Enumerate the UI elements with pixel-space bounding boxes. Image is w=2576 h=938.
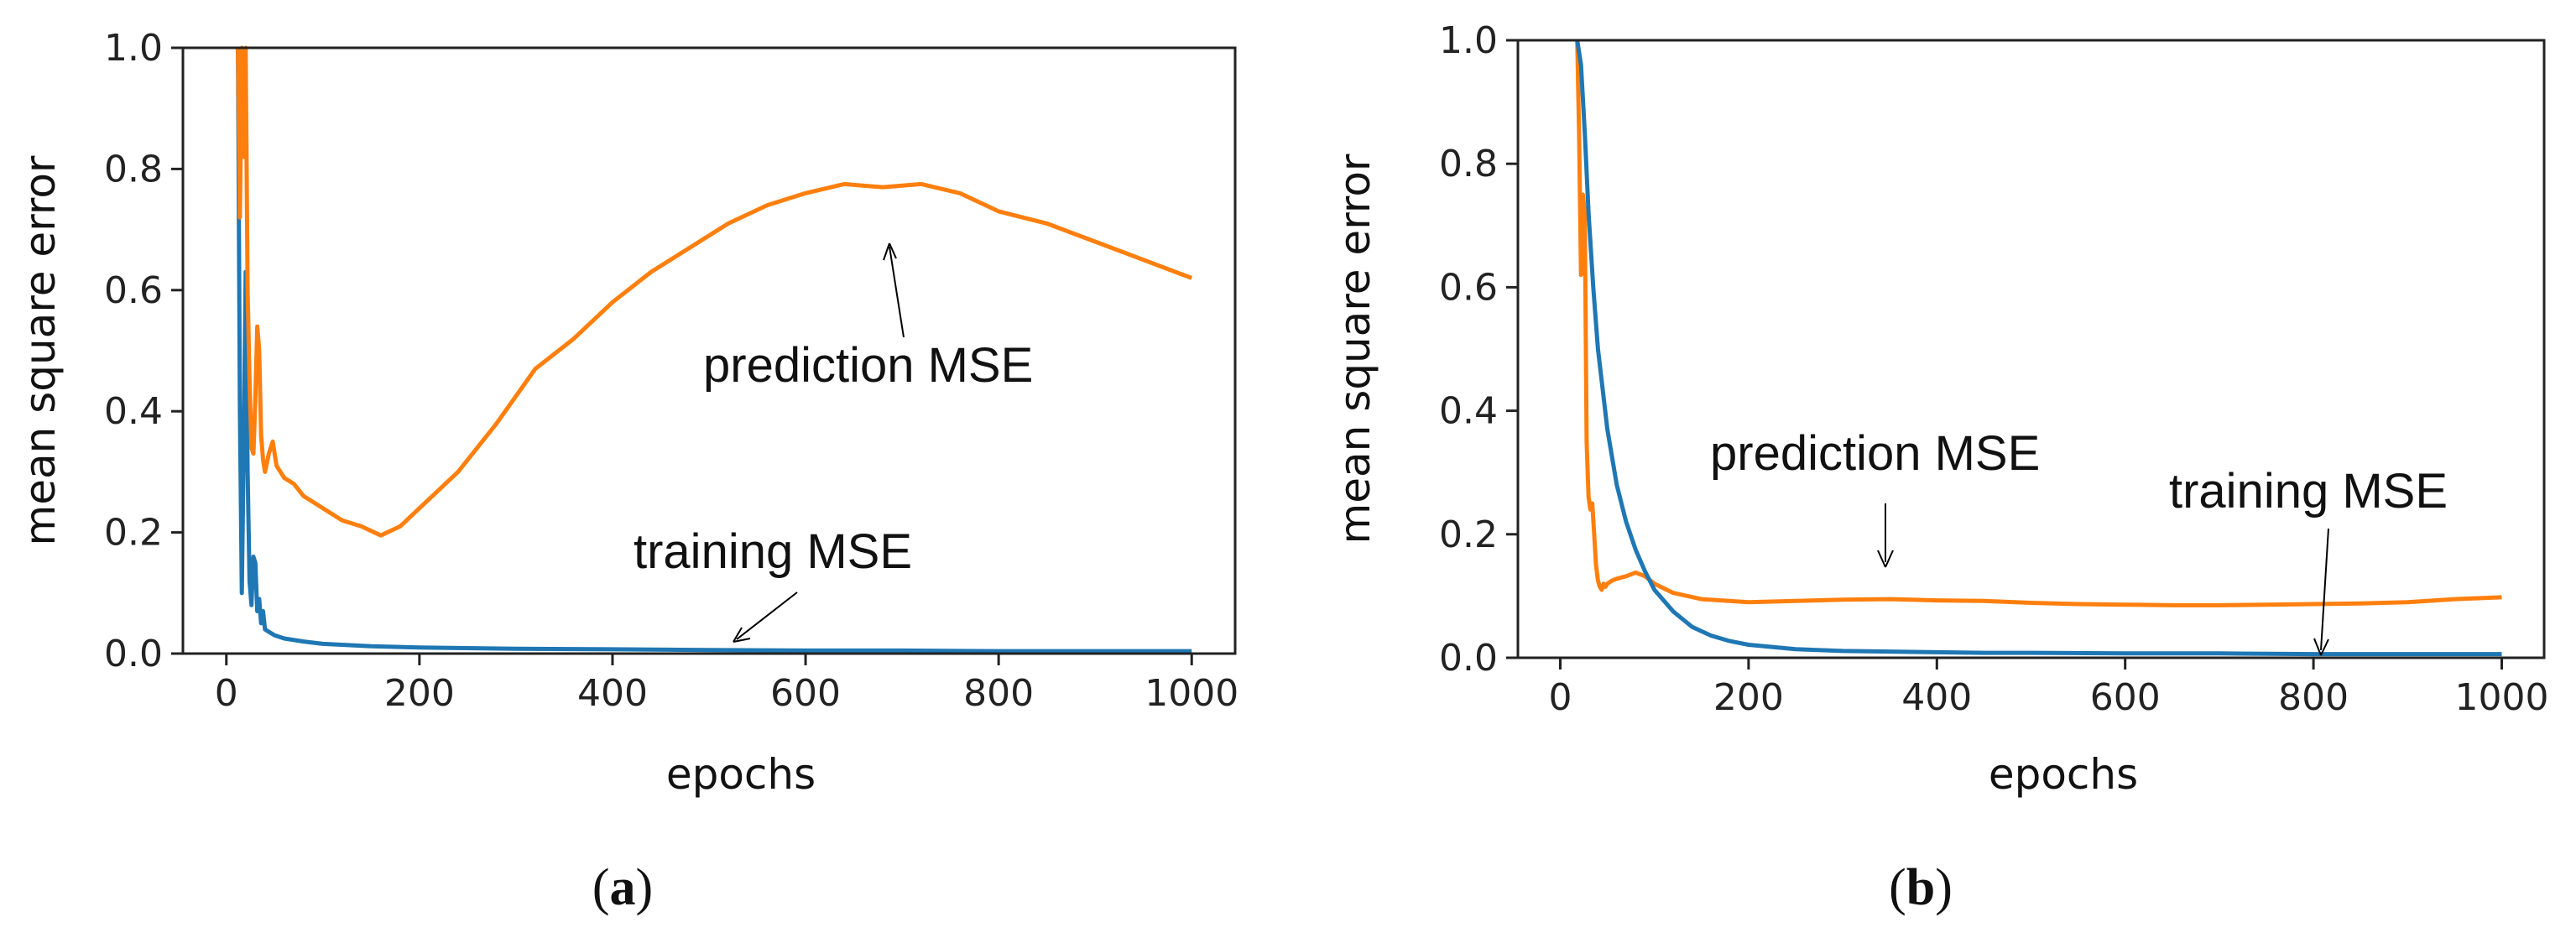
y-tick-label-b: 0.2 [1439,513,1498,556]
arrowhead-training-a [733,627,751,643]
x-tick-label-b: 0 [1548,676,1572,719]
y-tick-label-b: 0.4 [1439,390,1498,433]
x-tick-label-b: 200 [1713,676,1784,719]
annotation-prediction-mse-b: prediction MSE [1710,426,2040,481]
y-ticks-a: 0.0 0.2 0.4 0.6 0.8 1.0 [104,27,183,675]
y-axis-label-a: mean square error [16,155,65,545]
x-tick-label-b: 800 [2278,676,2349,719]
annotation-training-mse-b: training MSE [2169,464,2448,519]
x-tick-label-a: 600 [770,672,841,715]
annotation-training-mse-a: training MSE [634,524,912,579]
y-axis-label-b: mean square error [1331,154,1379,544]
series-layer-a [236,45,1193,654]
plot-frame-a [181,46,1237,655]
series-training-mse-line-a [236,47,1192,654]
x-tick-label-b: 600 [2090,676,2161,719]
y-tick-label-b: 0.6 [1439,266,1498,309]
chart-panel-a: 0 200 400 600 800 1000 0.0 0.2 0.4 0.6 0.8 1.0 epo… [16,27,1238,916]
annotation-arrow-training-b [2320,528,2329,651]
y-tick-label-a: 0.4 [104,390,163,433]
y-tick-label-b: 1.0 [1439,19,1498,62]
x-tick-label-a: 800 [963,672,1034,715]
y-tick-label-a: 1.0 [104,27,163,70]
x-tick-label-a: 1000 [1145,672,1238,715]
annotation-prediction-mse-a: prediction MSE [703,338,1033,393]
arrowhead-prediction-a [883,242,897,261]
series-layer-b [1575,39,2502,657]
x-axis-label-b: epochs [1989,750,2138,799]
y-tick-label-b: 0.0 [1439,637,1498,680]
y-tick-label-b: 0.8 [1439,143,1498,185]
x-axis-label-a: epochs [666,750,816,799]
arrowhead-prediction-b [1877,550,1894,568]
annotation-arrow-prediction-a [889,246,905,338]
y-tick-label-a: 0.2 [104,512,163,555]
arrowhead-training-b [2313,638,2329,656]
series-prediction-mse-line-a [236,45,1193,538]
x-tick-label-b: 1000 [2455,676,2549,719]
annotation-arrow-training-a [736,591,798,640]
y-tick-label-a: 0.6 [104,269,163,312]
x-tick-label-a: 200 [384,672,455,715]
y-ticks-b: 0.0 0.2 0.4 0.6 0.8 1.0 [1439,19,1518,680]
caption-a: (a) [592,859,653,916]
x-tick-label-a: 400 [577,672,648,715]
x-tick-label-b: 400 [1901,676,1972,719]
y-tick-label-a: 0.8 [104,148,163,190]
chart-panel-b: 0 200 400 600 800 1000 0.0 0.2 0.4 0.6 0.8 1.0 epo… [1331,19,2549,916]
x-tick-label-a: 0 [215,672,238,715]
caption-b: (b) [1889,859,1953,916]
x-ticks-a: 0 200 400 600 800 1000 [215,654,1238,715]
y-tick-label-a: 0.0 [104,633,163,675]
series-prediction-mse-line-b [1575,39,2502,607]
plot-frame-b [1516,39,2546,659]
x-ticks-b: 0 200 400 600 800 1000 [1548,658,2549,719]
series-training-mse-line-b [1575,39,2502,657]
